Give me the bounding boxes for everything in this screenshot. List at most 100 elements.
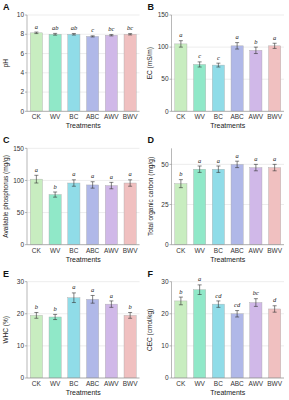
y-tick-label: 150 xyxy=(13,145,24,152)
error-bar xyxy=(128,312,132,318)
y-tick-label: 0 xyxy=(20,241,24,248)
x-tick-label: WV xyxy=(194,247,205,254)
bar xyxy=(212,169,224,244)
bar xyxy=(68,183,80,245)
y-tick-label: 30 xyxy=(17,278,25,285)
bar xyxy=(194,290,206,378)
grid-line xyxy=(27,111,140,112)
x-axis-label: Treatments xyxy=(210,122,246,129)
x-tick-label: BC xyxy=(69,380,78,387)
annotation: a xyxy=(198,275,201,282)
bar xyxy=(105,186,117,245)
annotation: c xyxy=(198,52,201,59)
y-tick-label: 50 xyxy=(17,209,25,216)
annotation: a xyxy=(236,33,239,40)
y-tick-label: 0 xyxy=(20,108,24,115)
annotation: a xyxy=(179,31,182,38)
grid-line xyxy=(172,281,285,282)
annotation: c xyxy=(91,26,94,33)
panel-label: B xyxy=(148,2,155,12)
error-bar xyxy=(53,192,57,197)
bar xyxy=(49,195,61,245)
y-tick-label: 30 xyxy=(161,278,169,285)
x-tick-label: BC xyxy=(69,113,78,120)
error-bar xyxy=(235,43,239,49)
x-tick-label: CK xyxy=(176,247,186,254)
x-tick-label: CK xyxy=(32,247,42,254)
error-bar xyxy=(273,164,277,170)
y-tick-label: 20 xyxy=(17,310,25,317)
x-tick-label: BWV xyxy=(123,113,138,120)
grid-line xyxy=(27,53,140,54)
error-bar xyxy=(72,293,76,303)
annotation: b xyxy=(54,305,58,312)
bar xyxy=(30,315,42,378)
panel-label: E xyxy=(3,269,9,279)
marks xyxy=(30,293,136,378)
x-tick-label: ABC xyxy=(86,247,100,254)
error-bar xyxy=(72,180,76,186)
annotation: bc xyxy=(253,289,259,296)
annotation: a xyxy=(35,166,38,173)
y-tick-label: 20 xyxy=(161,310,169,317)
annotation: bc xyxy=(127,24,133,31)
y-tick-label: 8 xyxy=(20,30,24,37)
x-tick-label: BWV xyxy=(267,247,282,254)
x-axis-line xyxy=(27,378,140,379)
annotation: a xyxy=(236,152,239,159)
grid-line xyxy=(27,345,140,346)
x-tick-label: CK xyxy=(32,380,42,387)
error-bar xyxy=(179,41,183,47)
x-axis-line xyxy=(172,111,285,112)
marks xyxy=(30,32,136,111)
annotation: a xyxy=(254,155,257,162)
x-tick-label: AWV xyxy=(249,113,264,120)
bar xyxy=(250,303,262,378)
x-axis-label: Treatments xyxy=(210,389,246,396)
grid-line xyxy=(27,15,140,16)
x-axis-label: Treatments xyxy=(66,256,102,263)
annotation: b xyxy=(54,183,58,190)
bar xyxy=(87,299,99,378)
y-tick-label: 50 xyxy=(161,75,169,82)
bar xyxy=(175,301,187,378)
bar xyxy=(87,185,99,245)
grid-line xyxy=(172,47,285,48)
bar xyxy=(68,298,80,378)
error-bar xyxy=(216,166,220,172)
y-tick-label: 0 xyxy=(20,374,24,381)
annotation: ab xyxy=(71,24,78,31)
x-axis-line xyxy=(27,244,140,245)
y-tick-label: 50 xyxy=(161,161,169,168)
grid-line xyxy=(172,345,285,346)
marks xyxy=(175,161,281,244)
x-tick-label: CK xyxy=(176,380,186,387)
bar xyxy=(124,34,136,111)
y-tick-label: 10 xyxy=(17,11,25,18)
error-bar xyxy=(273,306,277,312)
bar xyxy=(30,179,42,245)
bar xyxy=(105,35,117,111)
x-tick-label: CK xyxy=(32,113,42,120)
bar xyxy=(231,314,243,378)
y-tick-label: 25 xyxy=(161,201,169,208)
annotation: a xyxy=(273,34,276,41)
y-tick-label: 100 xyxy=(158,43,169,50)
y-axis-label: CEC (cmol/kg) xyxy=(147,309,155,351)
error-bar xyxy=(273,43,277,48)
annotation: b xyxy=(254,38,258,45)
grid-line xyxy=(172,204,285,205)
error-bar xyxy=(91,295,95,303)
y-axis-label: WHC (%) xyxy=(2,316,10,343)
x-tick-label: ABC xyxy=(86,113,100,120)
bar xyxy=(194,169,206,244)
annotation: a xyxy=(91,172,94,179)
annotation: a xyxy=(217,157,220,164)
annotation: a xyxy=(72,283,75,290)
grid-line xyxy=(27,148,140,149)
grid-line xyxy=(27,378,140,379)
y-axis-line xyxy=(27,15,28,111)
x-tick-label: BC xyxy=(214,380,223,387)
marks xyxy=(175,285,281,378)
panel-label: F xyxy=(148,269,154,279)
